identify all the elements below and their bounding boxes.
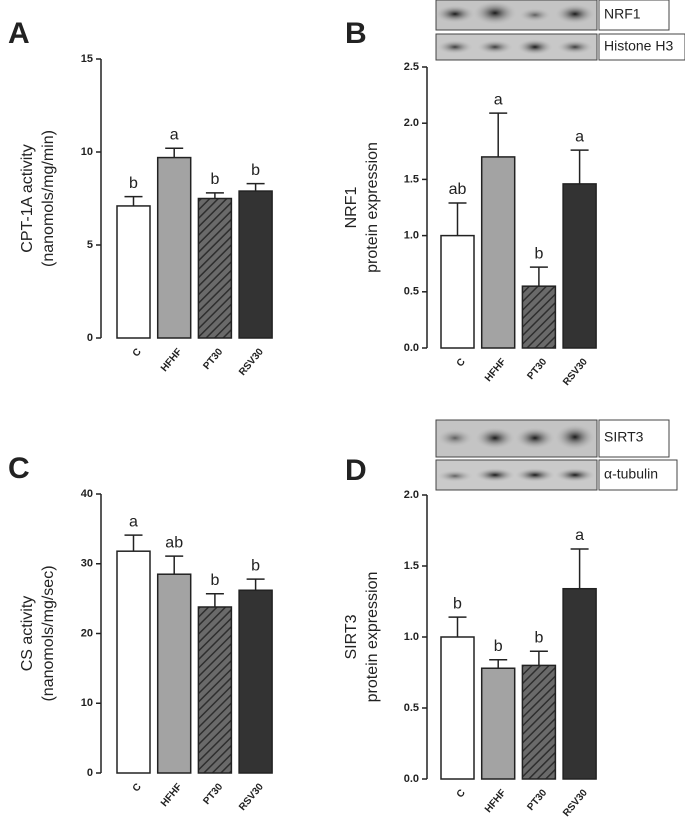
y-tick-label: 10 (81, 146, 93, 158)
y-axis-label: CS activity (19, 596, 36, 672)
significance-letter: ab (449, 181, 467, 198)
bar (562, 587, 597, 780)
y-tick-label: 0.0 (404, 342, 419, 354)
panel-letter: D (345, 454, 367, 487)
bar (440, 234, 475, 349)
y-tick-label: 2.5 (404, 61, 419, 73)
x-tick-label: RSV30 (237, 346, 266, 378)
bar (238, 589, 273, 774)
x-tick-label: PT30 (201, 346, 225, 372)
bar (156, 156, 192, 339)
x-tick-label: C (131, 347, 144, 360)
y-tick-label: 20 (81, 627, 93, 639)
significance-letter: a (575, 527, 584, 544)
bar (116, 550, 151, 774)
y-tick-label: 0.5 (404, 286, 419, 298)
x-tick-label: HFHF (159, 347, 185, 375)
x-tick-label: PT30 (525, 787, 549, 813)
bar (440, 636, 475, 780)
bar (116, 205, 151, 339)
y-tick-label: 5 (87, 239, 93, 251)
blot-label: NRF1 (604, 6, 641, 22)
x-tick-label: C (131, 782, 144, 795)
x-tick-label: RSV30 (561, 356, 590, 388)
blot-label: Histone H3 (604, 38, 673, 54)
bar (562, 183, 597, 349)
y-axis-label: (nanomols/mg/sec) (40, 565, 57, 701)
y-axis-label: (nanomols/mg/min) (40, 130, 57, 267)
significance-letter: a (575, 128, 584, 145)
x-tick-label: RSV30 (237, 781, 266, 813)
y-tick-label: 1.0 (404, 631, 419, 643)
x-tick-label: PT30 (525, 356, 549, 382)
y-tick-label: 1.5 (404, 560, 419, 572)
significance-letter: b (210, 171, 219, 188)
significance-letter: b (251, 557, 260, 574)
x-tick-label: C (455, 788, 468, 801)
y-tick-label: 1.5 (404, 173, 419, 185)
significance-letter: b (453, 595, 462, 612)
y-tick-label: 15 (81, 53, 93, 65)
bar (480, 156, 516, 349)
bar (480, 667, 516, 780)
y-tick-label: 30 (81, 558, 93, 570)
significance-letter: b (534, 245, 543, 262)
significance-letter: a (129, 513, 138, 530)
blots-b (435, 0, 685, 61)
y-axis-label: protein expression (364, 142, 381, 273)
panel-letter: A (8, 17, 30, 50)
bar (521, 285, 557, 349)
y-tick-label: 0 (87, 332, 93, 344)
bar (238, 190, 273, 339)
y-tick-label: 40 (81, 488, 93, 500)
significance-letter: ab (165, 534, 183, 551)
significance-letter: b (534, 629, 543, 646)
blots-d (435, 419, 678, 491)
y-axis-label: protein expression (364, 572, 381, 703)
bar (156, 573, 192, 774)
bar (197, 606, 233, 774)
y-tick-label: 2.0 (404, 117, 419, 129)
y-axis-label: SIRT3 (343, 614, 360, 659)
significance-letter: b (210, 572, 219, 589)
y-tick-label: 0 (87, 767, 93, 779)
x-tick-label: HFHF (483, 357, 509, 385)
panel-letter: B (345, 17, 367, 50)
significance-letter: a (170, 126, 179, 143)
y-tick-label: 2.0 (404, 489, 419, 501)
x-tick-label: RSV30 (561, 787, 590, 819)
y-tick-label: 1.0 (404, 230, 419, 242)
x-tick-label: C (455, 357, 468, 370)
blot-label: SIRT3 (604, 429, 644, 445)
bar (197, 197, 233, 339)
y-axis-label: CPT-1A activity (19, 144, 36, 252)
significance-letter: b (494, 638, 503, 655)
x-tick-label: HFHF (483, 788, 509, 816)
significance-letter: b (251, 162, 260, 179)
panel-letter: C (8, 452, 30, 485)
y-tick-label: 0.5 (404, 702, 419, 714)
y-tick-label: 10 (81, 697, 93, 709)
x-tick-label: PT30 (201, 781, 225, 807)
x-tick-label: HFHF (159, 782, 185, 810)
significance-letter: a (494, 91, 503, 108)
bar (521, 664, 557, 780)
blot-label: α-tubulin (604, 466, 658, 482)
y-axis-label: NRF1 (343, 187, 360, 229)
significance-letter: b (129, 175, 138, 192)
y-tick-label: 0.0 (404, 773, 419, 785)
